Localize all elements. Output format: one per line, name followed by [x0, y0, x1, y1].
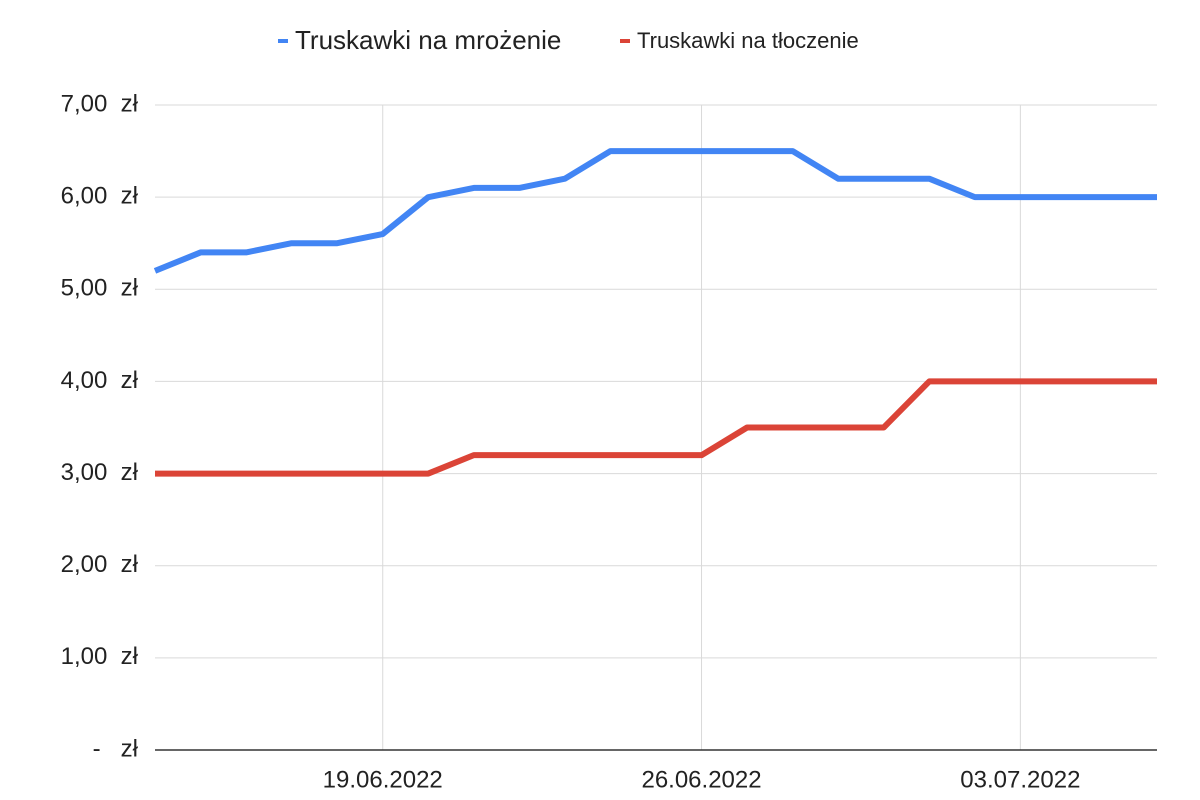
y-tick-label: - zł	[93, 735, 139, 762]
y-tick-label: 6,00 zł	[61, 182, 139, 209]
y-tick-label: 4,00 zł	[61, 367, 139, 394]
y-tick-label: 7,00 zł	[61, 90, 139, 117]
legend-label: Truskawki na tłoczenie	[637, 28, 859, 53]
y-tick-label: 2,00 zł	[61, 551, 139, 578]
x-tick-label: 19.06.2022	[323, 766, 443, 793]
y-tick-label: 1,00 zł	[61, 643, 139, 670]
legend-label: Truskawki na mrożenie	[295, 25, 561, 55]
series-line	[153, 148, 1157, 274]
y-tick-label: 3,00 zł	[61, 459, 139, 486]
x-tick-label: 03.07.2022	[960, 766, 1080, 793]
series-line	[155, 378, 1157, 477]
y-tick-label: 5,00 zł	[61, 275, 139, 302]
x-tick-label: 26.06.2022	[641, 766, 761, 793]
